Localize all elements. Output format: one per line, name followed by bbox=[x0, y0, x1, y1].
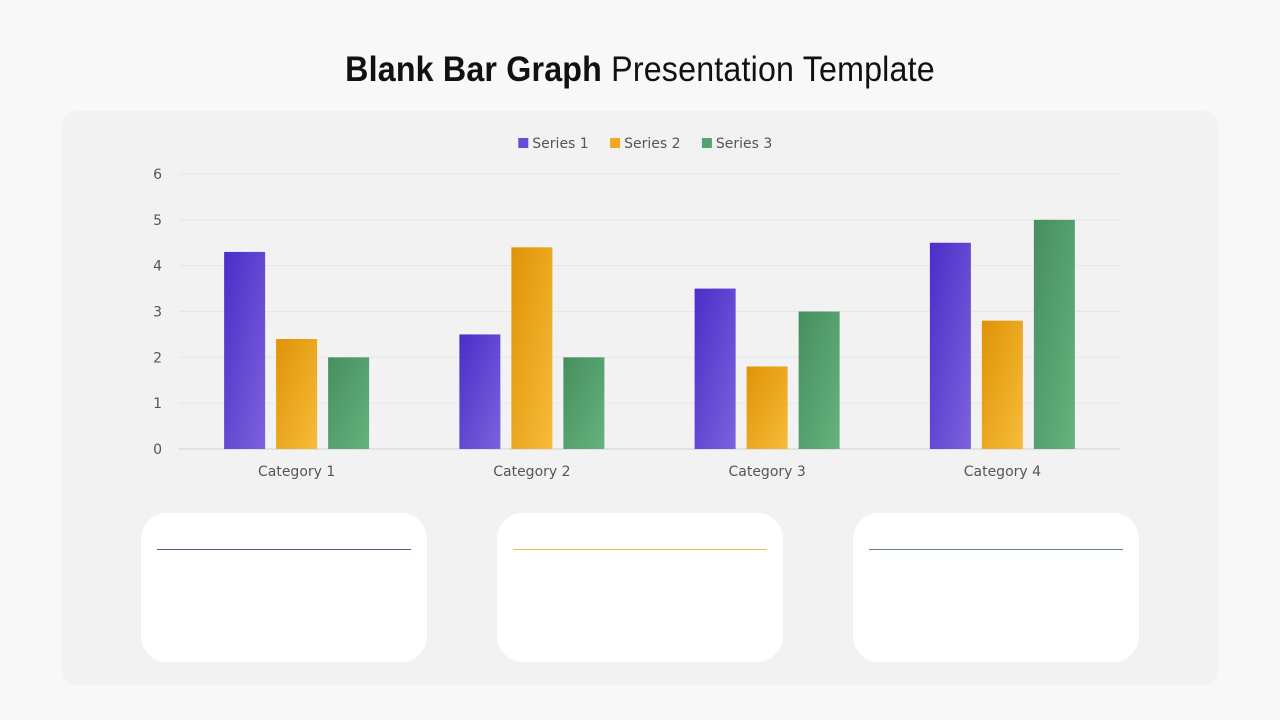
card-2-divider bbox=[513, 549, 767, 550]
text-card-2 bbox=[497, 513, 783, 662]
legend-label-1: Series 1 bbox=[532, 136, 588, 152]
slide-title: Blank Bar Graph Presentation Template bbox=[51, 50, 1229, 90]
x-category-label: Category 4 bbox=[964, 464, 1041, 480]
bar-3-3 bbox=[798, 311, 840, 449]
bar-2-1 bbox=[276, 339, 318, 449]
bar-1-2 bbox=[459, 334, 501, 449]
slide-title-regular: Presentation Template bbox=[602, 50, 935, 89]
card-1-divider bbox=[157, 549, 411, 550]
x-category-label: Category 2 bbox=[493, 464, 570, 480]
legend-swatch-2 bbox=[610, 138, 621, 148]
y-tick-label: 1 bbox=[153, 396, 162, 412]
legend-swatch-3 bbox=[701, 138, 712, 148]
y-tick-label: 0 bbox=[153, 442, 162, 458]
x-category-label: Category 3 bbox=[728, 464, 805, 480]
legend-label-2: Series 2 bbox=[624, 136, 680, 152]
slide-title-bold: Blank Bar Graph bbox=[345, 50, 603, 89]
bar-1-3 bbox=[694, 288, 736, 449]
legend-swatch-1 bbox=[518, 138, 529, 148]
bar-chart: 0 1 2 3 4 5 6 Category 1 Category 2 Category 3 Cat… bbox=[153, 136, 1120, 480]
text-card-3 bbox=[853, 513, 1139, 662]
bar-3-4 bbox=[1033, 219, 1075, 449]
y-tick-label: 2 bbox=[153, 350, 162, 366]
y-tick-label: 5 bbox=[153, 213, 162, 229]
y-tick-label: 4 bbox=[153, 259, 162, 275]
bar-2-2 bbox=[511, 247, 553, 449]
legend-label-3: Series 3 bbox=[716, 136, 772, 152]
y-tick-label: 6 bbox=[153, 167, 162, 183]
bar-3-2 bbox=[563, 357, 605, 449]
text-card-1 bbox=[141, 513, 427, 662]
y-tick-label: 3 bbox=[153, 305, 162, 321]
bar-1-1 bbox=[224, 251, 266, 449]
card-3-divider bbox=[869, 549, 1123, 550]
bar-2-3 bbox=[746, 366, 788, 449]
x-category-label: Category 1 bbox=[258, 464, 335, 480]
bar-2-4 bbox=[981, 320, 1023, 449]
bar-3-1 bbox=[328, 357, 370, 449]
bar-1-4 bbox=[929, 242, 971, 449]
